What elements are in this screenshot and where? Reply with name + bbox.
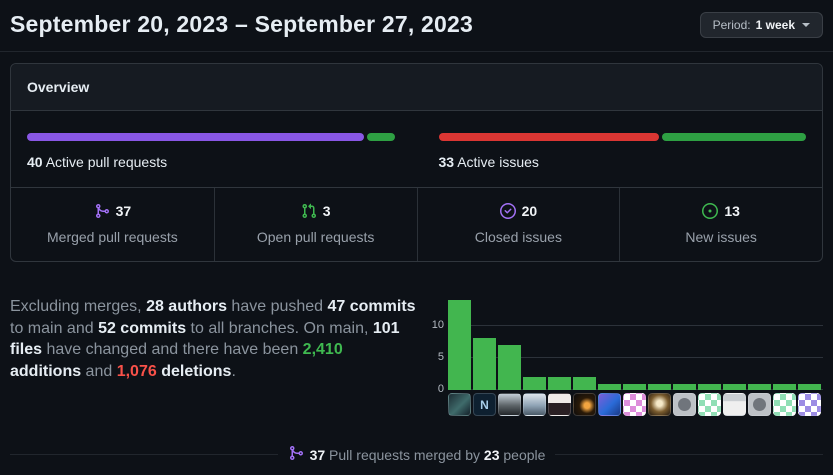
chart-bar-contributor-7 [598,384,621,390]
chart-bar-contributor-11 [698,384,721,390]
chart-plot-area: 0 5 10 [432,296,823,395]
issue-opened-icon [702,203,719,219]
avatar-14[interactable] [773,393,796,416]
stat-cell-open-pull-requests: 3 Open pull requests [213,188,417,261]
chart-bar-contributor-2 [473,338,496,390]
gridline-10: 10 [432,319,823,331]
stat-label: New issues [685,229,757,245]
commit-summary-text: Excluding merges, 28 authors have pushed… [10,298,416,380]
period-value: 1 week [755,17,795,32]
chart-bars [448,296,821,390]
avatar-6[interactable] [573,393,596,416]
stat-value: 13 [702,203,740,219]
period-label: Period: [712,17,751,32]
y-axis-tick-0: 0 [437,383,444,395]
closed-segment [438,133,660,141]
chart-bar-contributor-3 [498,345,521,390]
divider-line-left [10,454,278,455]
active-pull-requests-block: 40 Active pull requests [27,133,395,170]
merged-pull-requests-divider: 37 Pull requests merged by 23 people [10,445,823,464]
chart-bar-contributor-9 [648,384,671,390]
avatar-7[interactable] [598,393,621,416]
avatar-1[interactable] [448,393,471,416]
stat-cell-new-issues: 13 New issues [619,188,822,261]
active-pull-requests-label: 40 Active pull requests [27,154,168,170]
chart-bar-contributor-10 [673,384,696,390]
chart-bar-contributor-12 [723,384,746,390]
avatar-12[interactable] [723,393,746,416]
avatar-15[interactable] [798,393,821,416]
chevron-down-icon [802,22,810,27]
octocat-icon [678,398,691,411]
period-dropdown-button[interactable]: Period: 1 week [699,11,823,38]
stat-value: 37 [94,203,131,219]
people-count: 23 [483,446,500,463]
chart-bar-contributor-5 [548,377,571,390]
stat-cell-closed-issues: 20 Closed issues [416,188,620,261]
chart-bar-contributor-13 [748,384,771,390]
avatar-4[interactable] [523,393,546,416]
avatar-2[interactable]: N [473,393,496,416]
chart-bar-contributor-15 [798,384,821,390]
gridline-5: 5 [438,351,823,363]
chart-bar-contributor-4 [523,377,546,390]
active-issues-count: 33 [438,154,455,170]
active-pull-requests-count: 40 [27,154,43,170]
commits-per-author-chart: 0 5 10 N [428,296,823,416]
avatar-9[interactable] [648,393,671,416]
active-issues-block: 33 Active issues [438,133,806,170]
stat-label: Merged pull requests [47,229,178,245]
stat-label: Closed issues [474,229,562,245]
y-axis-tick-10: 10 [431,318,444,331]
chart-bar-contributor-6 [573,377,596,390]
contributor-avatars-row: N [448,393,823,416]
merged-text-middle: Pull requests merged by [325,446,484,463]
open-segment [367,133,395,141]
chart-bar-contributor-14 [773,384,796,390]
avatar-11[interactable] [698,393,721,416]
overview-stats-row: 37 Merged pull requests 3 Open pull request… [11,187,822,261]
avatar-10[interactable] [673,393,696,416]
merged-count: 37 [309,446,326,463]
stat-label: Open pull requests [256,229,375,245]
pull-requests-progress-bar [27,133,395,141]
issues-progress-bar [438,133,806,141]
overview-panel-header: Overview [11,64,822,111]
git-pull-request-icon [301,203,317,219]
octocat-icon [753,398,766,411]
page-title: September 20, 2023 – September 27, 2023 [10,11,473,37]
activity-bars-row: 40 Active pull requests 33 Active issues [11,111,822,187]
chart-bar-contributor-8 [623,384,646,390]
stat-cell-merged-pull-requests: 37 Merged pull requests [11,188,214,261]
stat-value: 20 [499,203,537,219]
y-axis-tick-5: 5 [437,350,444,363]
page-header: September 20, 2023 – September 27, 2023 … [0,0,833,52]
chart-bar-contributor-1 [448,300,471,390]
issue-closed-icon [499,203,516,219]
avatar-3[interactable] [498,393,521,416]
avatar-5[interactable] [548,393,571,416]
active-issues-label: 33 Active issues [438,154,539,170]
merged-summary: 37 Pull requests merged by 23 people [288,445,546,464]
git-merge-icon [94,203,110,219]
avatar-13[interactable] [748,393,771,416]
pulse-main-row: Excluding merges, 28 authors have pushed… [10,296,823,416]
merged-text-end: people [499,446,546,463]
new-segment [662,133,806,141]
stat-value: 3 [301,203,331,219]
avatar-8[interactable] [623,393,646,416]
merged-segment [27,133,365,141]
divider-line-right [555,454,823,455]
overview-panel: Overview 40 Active pull requests 33 Acti… [10,63,823,262]
git-merge-icon [288,445,304,464]
